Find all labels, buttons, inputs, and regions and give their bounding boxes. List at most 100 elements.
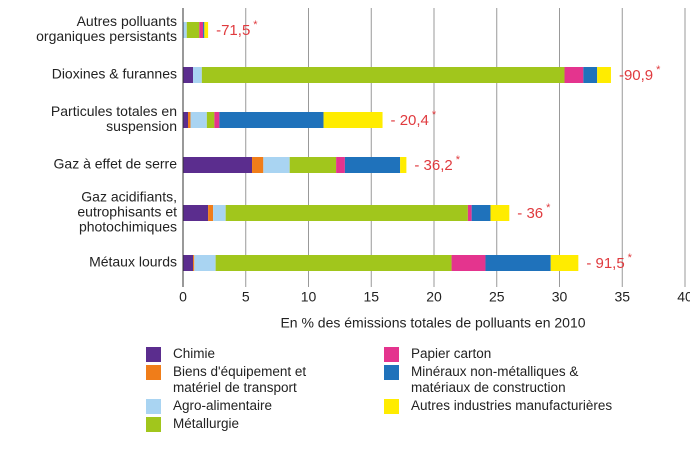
- bar-segment: [183, 255, 194, 271]
- bar-segment: [208, 205, 214, 221]
- legend-label: Minéraux non-métalliques & matériaux de …: [411, 364, 579, 395]
- x-axis-label: En % des émissions totales de polluants …: [280, 315, 585, 331]
- category-label: photochimiques: [79, 219, 177, 235]
- legend-item: Papier carton: [384, 346, 684, 362]
- bar-segment: [219, 112, 324, 128]
- category-label: Gaz acidifiants,: [81, 189, 177, 205]
- x-tick-label: 25: [489, 289, 505, 305]
- x-tick-label: 40: [677, 289, 690, 305]
- bar-segment: [597, 67, 611, 83]
- bar-segment: [400, 157, 407, 173]
- legend-item: Chimie: [146, 346, 384, 362]
- bar-segment: [183, 67, 194, 83]
- annotation-value: - 36: [517, 205, 543, 222]
- annotation-mark: *: [432, 109, 437, 121]
- bar-segment: [564, 67, 584, 83]
- bar-segment: [550, 255, 579, 271]
- bar-segment: [194, 255, 216, 271]
- bar-segment: [190, 112, 207, 128]
- annotation-mark: *: [546, 202, 551, 214]
- legend-item: Agro-alimentaire: [146, 398, 384, 414]
- category-label: Autres polluants: [77, 13, 177, 29]
- category-label: organiques persistants: [36, 28, 177, 44]
- bar-segment: [188, 112, 191, 128]
- category-label: eutrophisants et: [77, 204, 177, 220]
- bar-segment: [214, 112, 220, 128]
- x-tick-label: 35: [614, 289, 630, 305]
- legend-label: Métallurgie: [173, 416, 240, 431]
- bar-segment: [467, 205, 472, 221]
- bar-segment: [193, 67, 202, 83]
- annotation: - 36,2 *: [414, 154, 460, 174]
- legend-item: Métallurgie: [146, 416, 384, 432]
- legend-swatch: [384, 365, 399, 380]
- legend: Chimie Biens d'équipement et matériel de …: [146, 346, 686, 432]
- legend-label: Biens d'équipement et matériel de transp…: [173, 364, 307, 395]
- category-label: Dioxines & furannes: [52, 66, 177, 82]
- annotation: - 91,5 *: [586, 252, 632, 272]
- bar-segment: [199, 22, 204, 38]
- bar-segment: [206, 112, 215, 128]
- bar-segment: [204, 22, 209, 38]
- legend-swatch: [146, 365, 161, 380]
- annotation-value: - 36,2: [414, 157, 452, 174]
- chart: En % des émissions totales de polluants …: [36, 8, 690, 331]
- legend-item: Biens d'équipement et matériel de transp…: [146, 364, 384, 396]
- bar-segment: [215, 255, 452, 271]
- legend-item: Minéraux non-métalliques & matériaux de …: [384, 364, 684, 396]
- x-tick-label: 20: [426, 289, 442, 305]
- category-label: Gaz à effet de serre: [54, 156, 178, 172]
- annotation-value: -71,5: [216, 22, 250, 39]
- bar-segment: [289, 157, 337, 173]
- legend-swatch: [384, 399, 399, 414]
- bar-segment: [323, 112, 383, 128]
- bar-segment: [186, 22, 200, 38]
- bar-segment: [583, 67, 598, 83]
- bar-segment: [263, 157, 290, 173]
- annotation-mark: *: [456, 154, 461, 166]
- legend-label: Autres industries manufacturières: [411, 398, 613, 413]
- x-tick-label: 10: [301, 289, 317, 305]
- legend-label: Papier carton: [411, 346, 492, 361]
- category-label: Particules totales en: [51, 103, 177, 119]
- category-label: Métaux lourds: [89, 254, 177, 270]
- bar-segment: [213, 205, 226, 221]
- annotation-value: - 20,4: [391, 112, 429, 129]
- bar-segment: [225, 205, 468, 221]
- bar-segment: [183, 112, 189, 128]
- bar-segment: [252, 157, 264, 173]
- x-tick-label: 15: [363, 289, 379, 305]
- annotation-value: - 91,5: [586, 255, 624, 272]
- bar-segment: [203, 22, 205, 38]
- x-tick-label: 30: [552, 289, 568, 305]
- bar-segment: [201, 67, 565, 83]
- bar-segment: [336, 157, 345, 173]
- annotation-value: -90,9: [619, 67, 653, 84]
- annotation-mark: *: [628, 252, 633, 264]
- x-tick-label: 5: [242, 289, 250, 305]
- legend-swatch: [384, 347, 399, 362]
- bar-segment: [183, 157, 253, 173]
- bar-segment: [193, 255, 195, 271]
- legend-label: Chimie: [173, 346, 216, 361]
- legend-item: Autres industries manufacturières: [384, 398, 684, 414]
- bar-segment: [183, 22, 187, 38]
- bar-segment: [490, 205, 510, 221]
- bar-segment: [451, 255, 486, 271]
- annotation-mark: *: [253, 19, 258, 31]
- annotation: -90,9 *: [619, 64, 661, 84]
- legend-swatch: [146, 347, 161, 362]
- legend-swatch: [146, 417, 161, 432]
- annotation: - 20,4 *: [391, 109, 437, 129]
- bar-segment: [485, 255, 551, 271]
- category-label: suspension: [106, 118, 177, 134]
- bar-segment: [344, 157, 401, 173]
- x-tick-label: 0: [179, 289, 187, 305]
- bar-segment: [471, 205, 491, 221]
- bar-segment: [183, 205, 209, 221]
- annotation: - 36 *: [517, 202, 551, 222]
- legend-swatch: [146, 399, 161, 414]
- legend-label: Agro-alimentaire: [173, 398, 273, 413]
- annotation-mark: *: [656, 64, 661, 76]
